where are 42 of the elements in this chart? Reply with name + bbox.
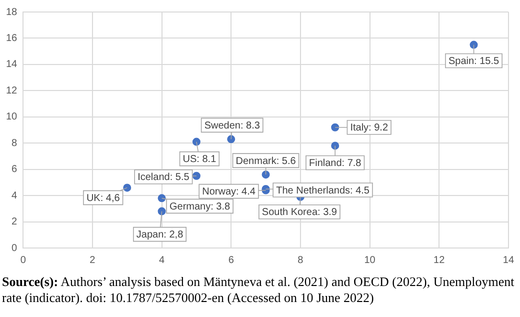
y-tick-label: 18 <box>6 6 18 18</box>
x-tick-label: 2 <box>90 254 96 266</box>
x-tick-label: 8 <box>298 254 304 266</box>
data-label: Japan: 2,8 <box>136 230 184 241</box>
x-tick-label: 6 <box>228 254 234 266</box>
data-label: Sweden: 8.3 <box>204 120 260 132</box>
point <box>331 142 340 150</box>
x-tick-label: 4 <box>159 254 166 266</box>
y-tick-label: 0 <box>12 242 18 254</box>
point <box>192 172 200 180</box>
data-label: Spain: 15.5 <box>448 56 500 68</box>
data-label: South Korea: 3.9 <box>262 207 338 218</box>
y-tick-label: 8 <box>12 138 18 149</box>
y-tick-label: 10 <box>6 112 18 123</box>
data-label: Norway: 4.4 <box>202 186 256 198</box>
point <box>123 184 132 192</box>
data-label: US: 8.1 <box>182 154 217 166</box>
source-note: Source(s): Authors’ analysis based on Mäntyneva et al. (2021) and OECD (2022), Unemployment rate (indicator). doi: 10.1787/52570002-en (Accessed on 10 June 2022) <box>2 274 516 306</box>
x-tick-label: 10 <box>364 254 376 266</box>
point <box>227 135 236 144</box>
y-tick-label: 14 <box>6 59 18 70</box>
point <box>158 194 166 202</box>
x-tick-label: 14 <box>502 254 514 266</box>
y-tick-label: 6 <box>12 164 18 176</box>
y-tick-label: 12 <box>6 85 18 96</box>
y-tick-label: 4 <box>12 190 18 202</box>
data-label: UK: 4,6 <box>86 192 120 204</box>
point <box>331 123 340 132</box>
x-tick-label: 12 <box>434 254 446 266</box>
data-label: The Netherlands: 4.5 <box>276 185 370 196</box>
point <box>470 40 478 49</box>
point <box>262 170 270 179</box>
y-tick-label: 16 <box>6 32 18 44</box>
data-label: Finland: 7.8 <box>308 158 362 169</box>
point <box>192 138 200 146</box>
data-label: Denmark: 5.6 <box>236 156 296 167</box>
data-label: Iceland: 5.5 <box>138 172 190 184</box>
data-label: Germany: 3.8 <box>169 201 231 212</box>
data-label: Italy: 9.2 <box>350 122 388 134</box>
y-tick-label: 2 <box>12 216 18 228</box>
x-tick-label: 0 <box>20 254 26 266</box>
point <box>158 207 166 216</box>
